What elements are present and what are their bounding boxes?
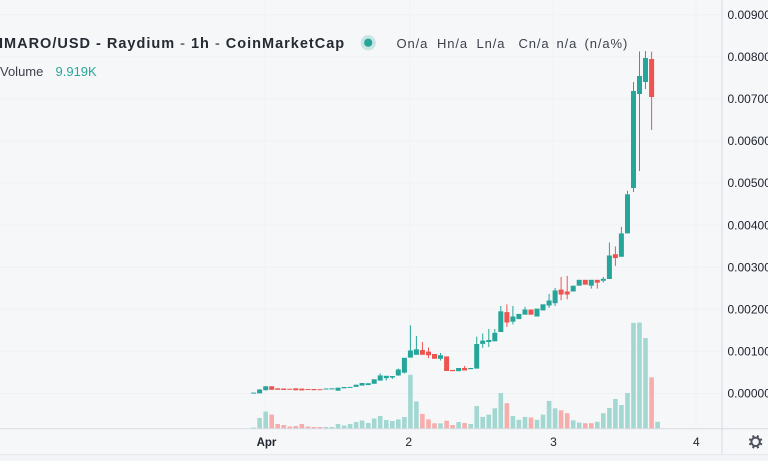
svg-text:0.00200: 0.00200 <box>728 303 768 317</box>
svg-text:IMARO/USD - Raydium - 1h - Coi: IMARO/USD - Raydium - 1h - CoinMarketCap <box>0 36 345 52</box>
svg-text:0.00600: 0.00600 <box>728 134 768 148</box>
svg-text:4: 4 <box>693 435 700 449</box>
svg-text:Apr: Apr <box>257 437 277 449</box>
svg-text:0.00900: 0.00900 <box>728 8 768 22</box>
svg-text:On/aHn/aLn/aCn/an/a(n/a%): On/a Hn/a Ln/a Cn/a n/a (n/a%) <box>397 36 629 51</box>
svg-text:0.00700: 0.00700 <box>728 92 768 106</box>
svg-text:0.00000: 0.00000 <box>728 387 768 401</box>
svg-text:0.00100: 0.00100 <box>728 345 768 359</box>
svg-text:0.00400: 0.00400 <box>728 218 768 232</box>
svg-text:9.919K: 9.919K <box>56 64 98 79</box>
svg-text:2: 2 <box>405 435 412 449</box>
svg-text:0.00300: 0.00300 <box>728 260 768 274</box>
svg-text:Volume: Volume <box>0 64 43 79</box>
svg-text:0.00800: 0.00800 <box>728 50 768 64</box>
svg-text:0.00500: 0.00500 <box>728 176 768 190</box>
svg-text:3: 3 <box>550 435 557 449</box>
